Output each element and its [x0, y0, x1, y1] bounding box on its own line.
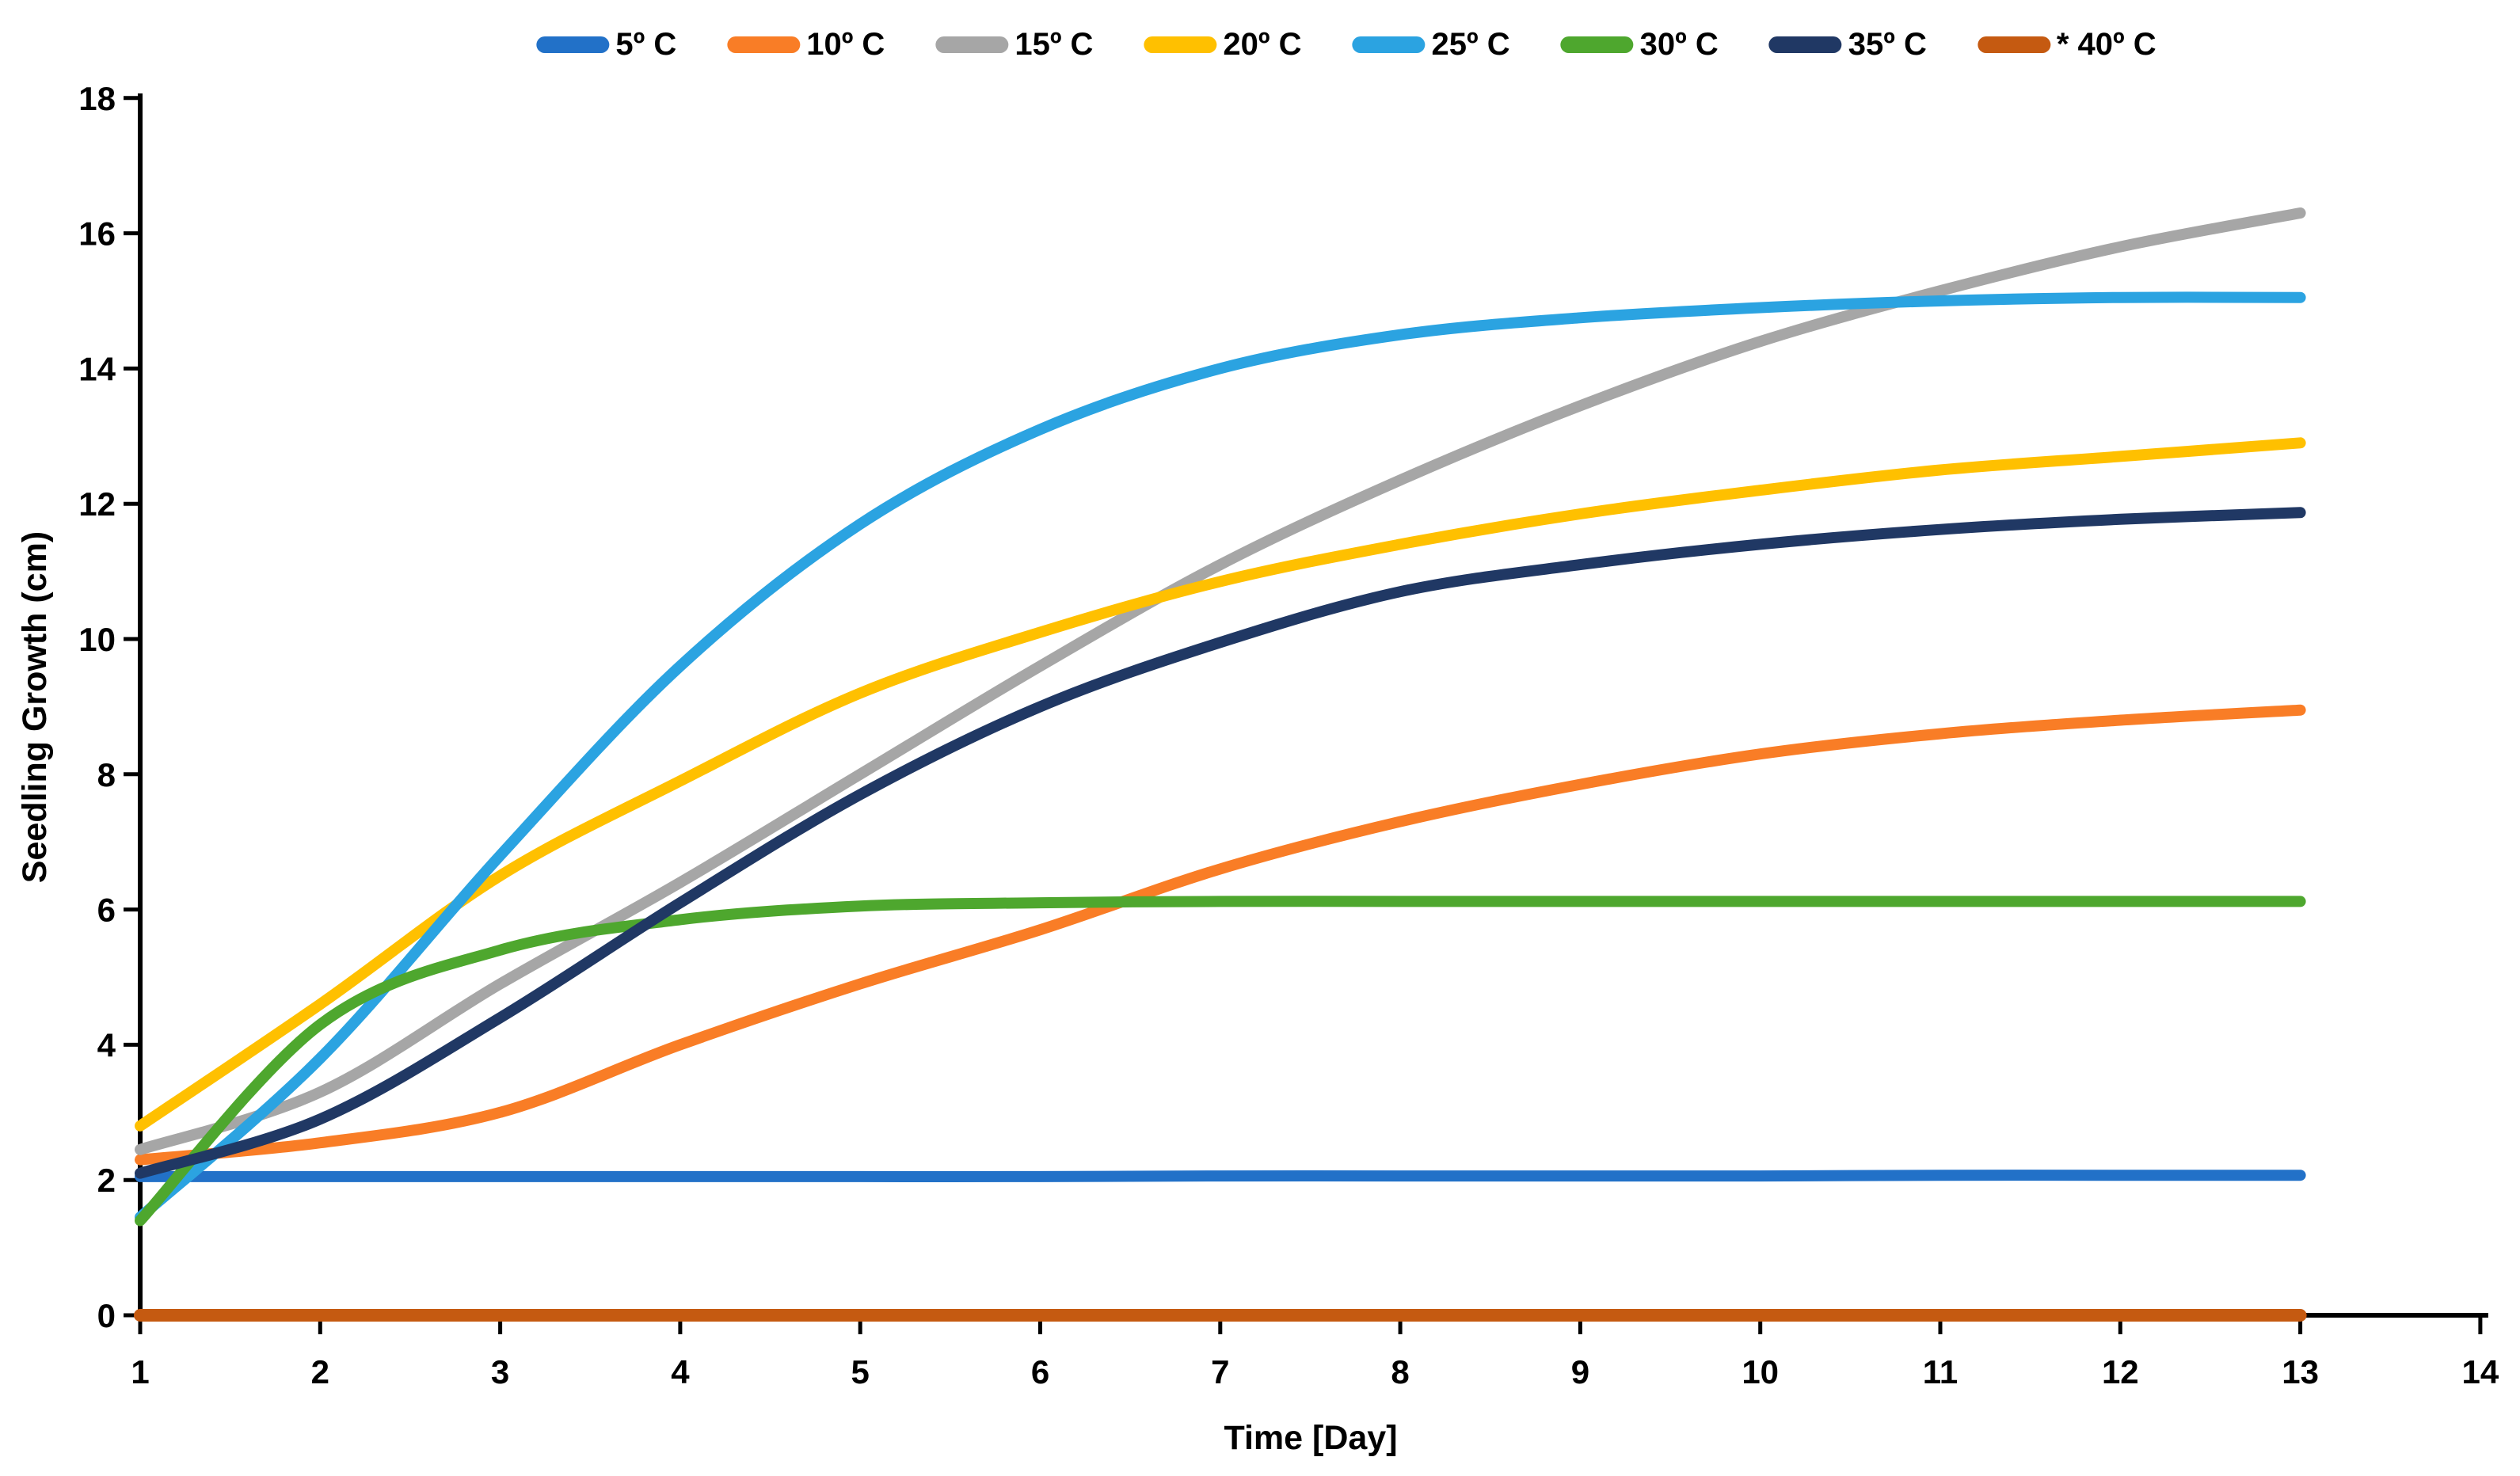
legend-item-5-c[interactable]: 5º C	[536, 29, 676, 60]
legend-label-15-c: 15º C	[1014, 27, 1094, 62]
legend-item-35-c[interactable]: 35º C	[1768, 27, 1927, 62]
x-axis-title: Time [Day]	[1224, 1419, 1397, 1457]
legend-item-25-c[interactable]: 25º C	[1352, 27, 1510, 62]
x-tick-label: 14	[2462, 1353, 2499, 1390]
legend: 5º C 10º C 15º C 20º C 25º C 30º C 35º C * 40º …	[536, 29, 2156, 60]
y-tick-label: 4	[97, 1026, 116, 1063]
legend-item-10-c[interactable]: 10º C	[727, 29, 885, 60]
y-tick-label: 0	[97, 1297, 116, 1334]
series-line-10-c	[135, 704, 2306, 1166]
legend-item-20-c[interactable]: 20º C	[1144, 27, 1302, 62]
y-tick-label: 2	[97, 1162, 116, 1199]
legend-swatch-35-c	[1768, 36, 1842, 53]
legend-label-25-c: 25º C	[1431, 27, 1510, 62]
series-line-15-c	[135, 207, 2306, 1155]
series-line-30-c	[135, 896, 2306, 1227]
y-tick-label: 10	[78, 621, 116, 658]
x-tick-label: 10	[1742, 1353, 1779, 1390]
legend-item-30-c[interactable]: 30º C	[1560, 27, 1719, 62]
legend-swatch-15-c	[935, 36, 1009, 53]
x-tick-label: 4	[671, 1353, 690, 1390]
x-tick-label: 6	[1031, 1353, 1049, 1390]
y-tick-label: 16	[78, 215, 116, 253]
legend-label-40-c: * 40º C	[2056, 27, 2156, 62]
series-line-20-c	[135, 437, 2306, 1132]
legend-item-15-c[interactable]: 15º C	[935, 29, 1093, 60]
x-tick-label: 11	[1923, 1353, 1958, 1390]
x-tick-label: 3	[491, 1353, 509, 1390]
legend-swatch-20-c	[1144, 36, 1217, 53]
x-tick-label: 5	[851, 1353, 870, 1390]
y-axis-title: Seedling Growth (cm)	[16, 531, 54, 883]
y-tick-label: 18	[78, 80, 116, 117]
legend-swatch-30-c	[1560, 36, 1634, 53]
series-line-35-c	[135, 507, 2306, 1179]
legend-label-35-c: 35º C	[1848, 27, 1927, 62]
x-tick-label: 1	[131, 1353, 149, 1390]
series-line-25-c	[135, 291, 2306, 1223]
y-tick-label: 8	[97, 756, 116, 793]
legend-label-5-c: 5º C	[615, 27, 677, 62]
legend-swatch-40-c	[1977, 36, 2050, 53]
x-tick-label: 7	[1211, 1353, 1229, 1390]
x-tick-label: 8	[1391, 1353, 1409, 1390]
legend-label-10-c: 10º C	[806, 27, 885, 62]
series-curves	[134, 207, 2307, 1322]
y-tick-label: 12	[78, 485, 116, 523]
legend-swatch-10-c	[727, 36, 801, 53]
x-tick-label: 2	[311, 1353, 329, 1390]
x-tick-label: 9	[1571, 1353, 1589, 1390]
x-tick-label: 12	[2102, 1353, 2139, 1390]
series-line-5-c	[135, 1170, 2306, 1182]
x-tick-label: 13	[2282, 1353, 2319, 1390]
legend-label-30-c: 30º C	[1639, 27, 1719, 62]
y-tick-label: 14	[78, 350, 116, 387]
y-tick-label: 6	[97, 892, 116, 929]
legend-swatch-5-c	[536, 36, 610, 53]
legend-swatch-25-c	[1352, 36, 1426, 53]
legend-label-20-c: 20º C	[1223, 27, 1302, 62]
legend-item-40-c[interactable]: * 40º C	[1977, 27, 2156, 62]
